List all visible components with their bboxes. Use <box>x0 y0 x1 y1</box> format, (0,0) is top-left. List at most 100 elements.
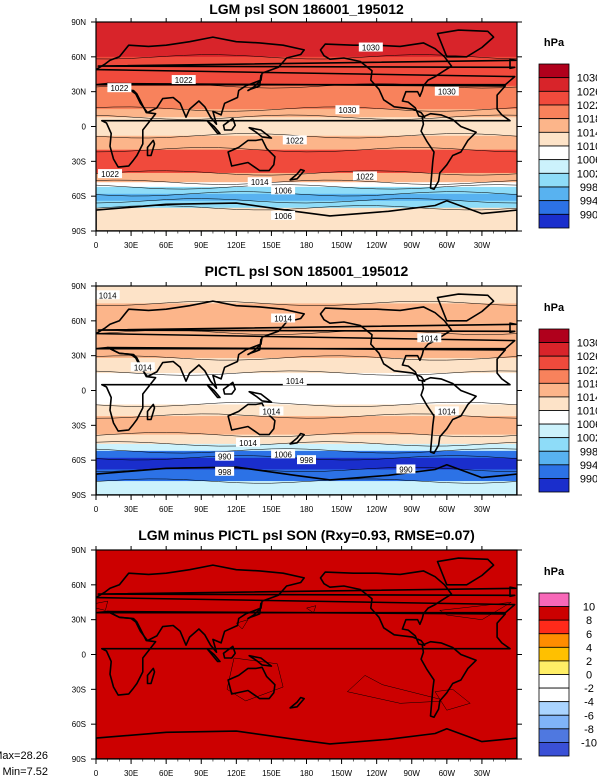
y-tick-label-3: 0 <box>82 123 87 132</box>
y-tick-label-0: 90N <box>71 18 86 27</box>
isobar-line-1 <box>96 54 517 60</box>
colorbar-label-7: 1002 <box>577 168 597 180</box>
x-tick-label-0: 0 <box>94 241 99 250</box>
colorbar-units: hPa <box>544 302 565 314</box>
y-tick-label-0: 90N <box>71 282 86 291</box>
colorbar-label-3: 1018 <box>577 378 597 390</box>
map-area: 1014 1014 1014 1014 1014 1014 1014 1014 990 1006 9… <box>96 286 517 495</box>
colorbar-box-1 <box>538 606 570 621</box>
colorbar-box-9 <box>538 714 570 730</box>
colorbar-label-10: -10 <box>581 737 597 749</box>
coastline-4 <box>420 640 477 718</box>
contour-band-7 <box>96 434 517 445</box>
contour-label-bg-9 <box>271 449 296 459</box>
contour-label-bg-0 <box>96 290 120 300</box>
colorbar-box-10 <box>538 464 570 479</box>
colorbar-units: hPa <box>544 566 565 578</box>
anomaly-region-0 <box>346 675 447 704</box>
contour-label-0: 1014 <box>99 291 117 300</box>
coastline-2 <box>227 138 276 172</box>
y-tick-label-2: 30N <box>71 88 86 97</box>
colorbar-label-3: 1018 <box>577 114 597 126</box>
colorbar-box-5 <box>538 131 570 147</box>
y-tick-label-0: 90N <box>71 546 86 555</box>
contour-label-8: 1006 <box>274 186 292 195</box>
colorbar-box-5 <box>538 396 570 411</box>
coastline-12 <box>146 139 156 157</box>
x-tick-label-2: 60E <box>159 505 173 514</box>
isobar-line-9 <box>96 184 517 190</box>
contour-band-7 <box>96 172 517 183</box>
isobar-line-8 <box>96 179 517 185</box>
x-tick-label-10: 60W <box>439 505 456 514</box>
anomaly-region-1 <box>226 657 284 702</box>
coastline-11 <box>289 168 305 181</box>
panel-difference: LGM minus PICTL psl SON (Rxy=0.93, RMSE=… <box>71 527 597 778</box>
colorbar-label-1: 1026 <box>577 86 597 98</box>
coastline-6 <box>96 200 517 231</box>
coastline-0 <box>96 564 516 653</box>
x-tick-label-8: 120W <box>366 505 387 514</box>
contour-label-bg-3 <box>417 333 442 343</box>
contour-label-bg-4 <box>282 135 307 145</box>
contour-label-7: 1014 <box>239 439 257 448</box>
colorbar-label-0: 10 <box>583 602 595 614</box>
y-tick-label-5: 60S <box>72 192 86 201</box>
coastline-8 <box>222 117 236 131</box>
coastline-2 <box>227 402 276 436</box>
x-tick-label-0: 0 <box>94 769 99 778</box>
coastline-1 <box>101 346 511 432</box>
contour-band-8 <box>96 182 517 188</box>
contour-label-bg-4 <box>282 376 307 386</box>
y-tick-label-5: 60S <box>72 456 86 465</box>
contour-band-3 <box>96 109 517 118</box>
coastline-13 <box>97 586 517 598</box>
coastline-5 <box>436 293 495 322</box>
colorbar-label-0: 1030 <box>577 73 597 85</box>
colorbar-label-6: 1006 <box>577 419 597 431</box>
contour-label-2: 1022 <box>175 76 193 85</box>
contour-label-bg-12 <box>396 464 416 474</box>
colorbar-box-3 <box>538 369 570 384</box>
y-tick-label-6: 90S <box>72 755 86 764</box>
contour-band-background <box>96 550 517 759</box>
coastline-6 <box>96 464 517 495</box>
x-tick-label-4: 120E <box>227 241 246 250</box>
x-tick-label-5: 150E <box>262 241 281 250</box>
map-area: 1030 1022 1022 1030 1022 1022 1014 1022 1006 1006… <box>96 22 517 231</box>
contour-band-10 <box>96 193 517 202</box>
colorbar-box-0 <box>538 63 570 79</box>
coastline-7 <box>206 119 221 135</box>
contour-band-0 <box>96 22 517 58</box>
panel-title: PICTL psl SON 185001_195012 <box>205 263 409 279</box>
x-tick-label-8: 120W <box>366 241 387 250</box>
isobar-line-9 <box>96 448 517 454</box>
colorbar-label-6: 1006 <box>577 155 597 167</box>
contour-label-5: 1014 <box>263 407 281 416</box>
colorbar-label-10: 990 <box>580 473 597 485</box>
contour-label-6: 1014 <box>438 407 456 416</box>
x-tick-label-8: 120W <box>366 769 387 778</box>
colorbar-box-5 <box>538 660 570 675</box>
coastline-6 <box>96 728 517 759</box>
coastline-9 <box>248 390 273 403</box>
colorbar-label-10: 990 <box>580 209 597 221</box>
coastline-8 <box>222 381 236 395</box>
contour-label-bg-11 <box>215 466 235 476</box>
contour-band-5 <box>96 404 517 417</box>
contour-label-12: 990 <box>399 465 413 474</box>
map-area <box>96 550 517 759</box>
coastline-11 <box>289 432 305 445</box>
colorbar-box-2 <box>538 90 570 106</box>
coastline-9 <box>248 654 273 667</box>
colorbar-label-1: 1026 <box>577 351 597 363</box>
coastline-9 <box>248 126 273 139</box>
contour-band-6 <box>96 149 517 174</box>
contour-label-bg-9 <box>271 210 296 220</box>
contour-label-bg-1 <box>107 83 132 93</box>
colorbar-box-1 <box>538 77 570 92</box>
contour-band-9 <box>96 450 517 459</box>
coastline-10 <box>247 602 262 620</box>
y-tick-label-1: 60N <box>71 317 86 326</box>
y-tick-label-4: 30S <box>72 421 86 430</box>
